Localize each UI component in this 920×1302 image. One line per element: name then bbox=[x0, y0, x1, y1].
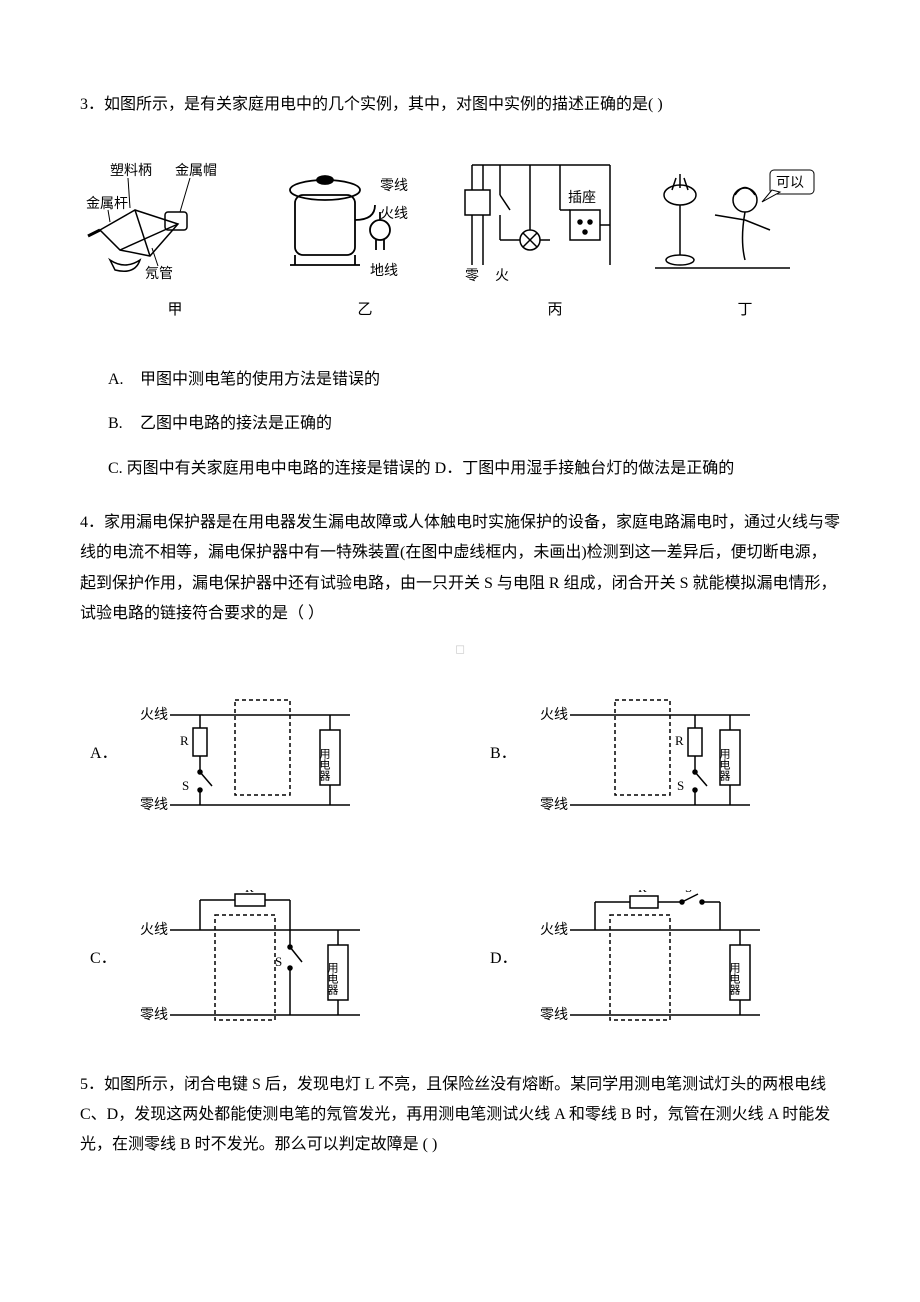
q4-opt-c: C． 火线 零 bbox=[90, 890, 430, 1030]
fig-bing-svg: 零 火 插座 bbox=[460, 150, 630, 290]
q4-opt-d: D． 火线 零 bbox=[490, 890, 830, 1030]
q4-opt-b: B． 火线 零线 R S 用电器 bbox=[490, 690, 830, 820]
svg-text:S: S bbox=[275, 954, 282, 969]
svg-text:火线: 火线 bbox=[540, 922, 568, 938]
svg-text:零线: 零线 bbox=[140, 797, 168, 813]
label-live-bing: 火 bbox=[495, 269, 509, 284]
svg-text:R: R bbox=[245, 890, 254, 895]
svg-text:用电器: 用电器 bbox=[318, 748, 331, 782]
label-tube: 氖管 bbox=[145, 266, 173, 282]
q3-opt-a: A.甲图中测电笔的使用方法是错误的 bbox=[80, 365, 840, 395]
label-handle: 塑料柄 bbox=[110, 163, 152, 179]
q3-fig-bing: 零 火 插座 丙 bbox=[460, 150, 650, 325]
svg-text:S: S bbox=[182, 778, 189, 793]
label-live-yi: 火线 bbox=[380, 206, 408, 222]
label-cap: 金属帽 bbox=[175, 163, 217, 179]
q3-fig-jia: 塑料柄 金属帽 金属杆 氖管 甲 bbox=[80, 160, 270, 325]
fig-jia-svg: 塑料柄 金属帽 金属杆 氖管 bbox=[80, 160, 230, 290]
q3-fig-yi: 零线 火线 地线 乙 bbox=[270, 160, 460, 325]
bubble-text: 可以 bbox=[776, 176, 804, 191]
q5-stem: 5．如图所示，闭合电键 S 后，发现电灯 L 不亮，且保险丝没有熔断。某同学用测… bbox=[80, 1070, 840, 1161]
svg-text:火线: 火线 bbox=[140, 707, 168, 723]
fig-ding-svg: 可以 bbox=[650, 160, 820, 290]
svg-text:S: S bbox=[677, 778, 684, 793]
label-neutral-bing: 零 bbox=[465, 268, 479, 284]
label-ground-yi: 地线 bbox=[370, 263, 398, 279]
svg-text:用电器: 用电器 bbox=[718, 748, 731, 782]
q3-stem: 3．如图所示，是有关家庭用电中的几个实例，其中，对图中实例的描述正确的是( ) bbox=[80, 90, 840, 120]
svg-text:火线: 火线 bbox=[140, 922, 168, 938]
svg-text:零线: 零线 bbox=[540, 1007, 568, 1023]
label-socket-bing: 插座 bbox=[568, 190, 596, 206]
q3-fig-ding: 可以 丁 bbox=[650, 160, 840, 325]
svg-text:火线: 火线 bbox=[540, 707, 568, 723]
fig-ding-caption: 丁 bbox=[650, 296, 840, 325]
svg-text:零线: 零线 bbox=[540, 797, 568, 813]
fig-bing-caption: 丙 bbox=[460, 296, 650, 325]
svg-text:R: R bbox=[638, 890, 647, 895]
page-indicator: □ bbox=[456, 638, 464, 663]
q4-stem: 4．家用漏电保护器是在用电器发生漏电故障或人体触电时实施保护的设备，家庭电路漏电… bbox=[80, 508, 840, 630]
svg-text:R: R bbox=[675, 733, 684, 748]
label-neutral-yi: 零线 bbox=[380, 178, 408, 194]
fig-jia-caption: 甲 bbox=[80, 296, 270, 325]
q3-opt-b: B.乙图中电路的接法是正确的 bbox=[80, 409, 840, 439]
fig-yi-caption: 乙 bbox=[270, 296, 460, 325]
q3-figures: 塑料柄 金属帽 金属杆 氖管 甲 bbox=[80, 150, 840, 325]
label-rod: 金属杆 bbox=[86, 196, 128, 212]
fig-yi-svg: 零线 火线 地线 bbox=[270, 160, 420, 290]
q4-opt-a: A． 火线 零线 R S bbox=[90, 690, 430, 820]
svg-text:S: S bbox=[685, 890, 692, 895]
svg-text:零线: 零线 bbox=[140, 1007, 168, 1023]
svg-text:用电器: 用电器 bbox=[728, 962, 741, 996]
svg-text:用电器: 用电器 bbox=[326, 962, 339, 996]
q3-opt-cd: C. 丙图中有关家庭用电中电路的连接是错误的 D．丁图中用湿手接触台灯的做法是正… bbox=[80, 454, 840, 484]
svg-text:R: R bbox=[180, 733, 189, 748]
q4-circuits: A． 火线 零线 R S bbox=[90, 690, 830, 1030]
